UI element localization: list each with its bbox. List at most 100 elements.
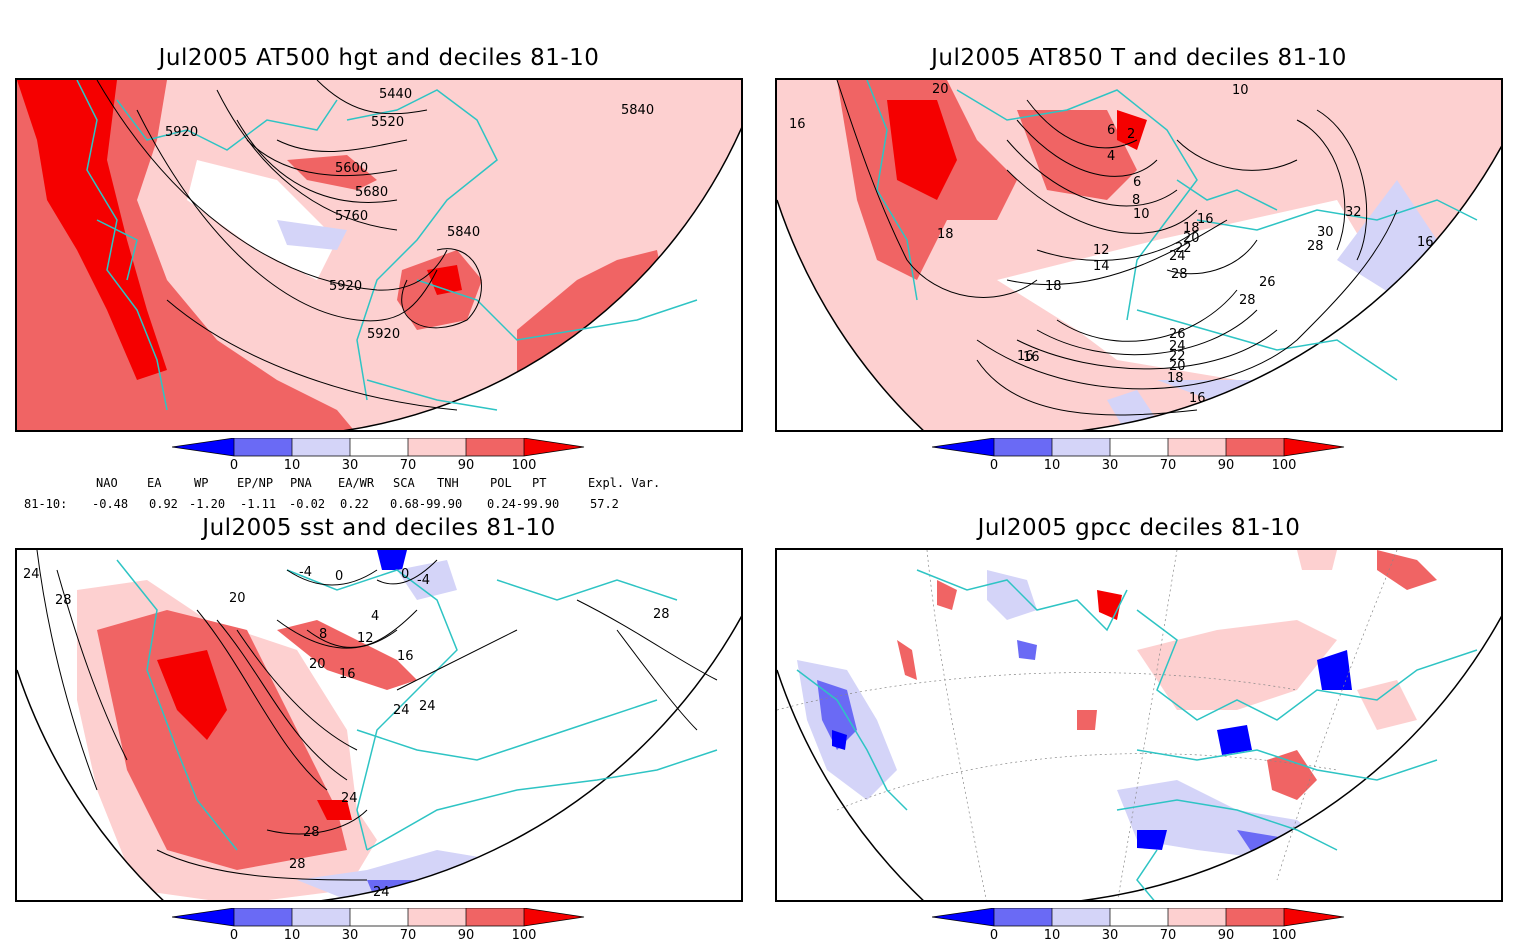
tick-label: 0 [230, 928, 238, 943]
contour-label: 12 [357, 631, 374, 646]
contour-label: 20 [1183, 231, 1200, 246]
contour-label: 20 [229, 591, 246, 606]
coastlines [796, 569, 1478, 900]
contour-label: 28 [1307, 239, 1324, 254]
contour-label: 18 [1183, 221, 1200, 236]
index-header-sca: SCA [393, 476, 415, 490]
tick-label: 30 [1102, 458, 1119, 473]
contour-label: 16 [1417, 235, 1434, 250]
index-row-label: 81-10: [24, 497, 68, 511]
contour-label: 28 [289, 857, 306, 872]
sst-contours [36, 550, 718, 881]
colorbar-sst: 0 10 30 70 90 100 [172, 908, 585, 943]
tick-label: 10 [1044, 928, 1061, 943]
contour-label: 14 [1093, 259, 1110, 274]
index-value-pol-pt: 0.24-99.90 [487, 497, 560, 511]
contour-label: 5760 [335, 209, 368, 224]
contour-label: 5920 [165, 125, 198, 140]
contour-label: 24 [1169, 249, 1186, 264]
contour-label: 4 [1107, 149, 1115, 164]
contour-label: 5920 [367, 327, 400, 342]
tick-label: 100 [1272, 458, 1297, 473]
colorbar-hgt500: 0 10 30 70 90 100 [172, 438, 585, 473]
contour-label: 10 [1133, 207, 1150, 222]
index-header-pna: PNA [290, 476, 312, 490]
contour-label: 32 [1345, 205, 1362, 220]
contour-label: 28 [1171, 267, 1188, 282]
map-hgt500: 5440 5520 5600 5680 5760 5840 5920 5920 … [17, 80, 741, 430]
tick-label: 0 [990, 928, 998, 943]
index-header-pol: POL [490, 476, 512, 490]
contour-label: 18 [1045, 279, 1062, 294]
tick-label: 70 [1160, 928, 1177, 943]
tick-label: 70 [400, 458, 417, 473]
contour-label: 18 [937, 227, 954, 242]
contour-labels: 20 16 18 18 16 16 6 2 4 6 8 10 10 12 14 … [789, 82, 1434, 406]
panel-title-hgt500: Jul2005 AT500 hgt and deciles 81-10 [158, 45, 600, 71]
contour-label: -4 [299, 565, 312, 580]
colorbar-tick-labels: 0 10 30 70 90 100 [990, 458, 1297, 473]
tick-label: 100 [512, 928, 537, 943]
contour-label: 20 [932, 82, 949, 97]
index-header-nao: NAO [96, 476, 118, 490]
index-header-epnp: EP/NP [237, 476, 274, 490]
index-header-pt: PT [532, 476, 547, 490]
index-value-wp: -1.20 [189, 497, 226, 511]
temperature-contours [836, 80, 1398, 416]
height-contours [96, 80, 482, 411]
coastlines [866, 80, 1478, 381]
contour-label: 8 [319, 627, 327, 642]
index-value-ea: 0.92 [149, 497, 178, 511]
contour-label: 0 [335, 569, 343, 584]
contour-label: 2 [1127, 127, 1135, 142]
tick-label: 70 [1160, 458, 1177, 473]
contour-label: 28 [55, 593, 72, 608]
tick-label: 100 [1272, 928, 1297, 943]
contour-label: 5840 [621, 103, 654, 118]
map-t850: 20 16 18 18 16 16 6 2 4 6 8 10 10 12 14 … [777, 80, 1501, 430]
coastlines [116, 559, 718, 851]
index-header-ea: EA [147, 476, 162, 490]
contour-label: 12 [1093, 243, 1110, 258]
map-panel-hgt500: 5440 5520 5600 5680 5760 5840 5920 5920 … [15, 78, 743, 432]
contour-label: 16 [1023, 350, 1040, 365]
tick-label: 90 [458, 928, 475, 943]
contour-label: 16 [1189, 391, 1206, 406]
contour-label: 26 [1169, 327, 1186, 342]
tick-label: 90 [1218, 928, 1235, 943]
tick-label: 30 [342, 458, 359, 473]
contour-label: 24 [341, 791, 358, 806]
graticule [777, 550, 1398, 900]
map-panel-gpcc [775, 548, 1503, 902]
contour-label: 26 [1259, 275, 1276, 290]
contour-label: 5440 [379, 87, 412, 102]
colorbar-t850: 0 10 30 70 90 100 [932, 438, 1345, 473]
tick-label: 0 [230, 458, 238, 473]
contour-label: 22 [1169, 349, 1186, 364]
panel-title-sst: Jul2005 sst and deciles 81-10 [202, 515, 556, 541]
map-panel-sst: 24 28 20 4 8 12 16 16 20 24 24 28 28 24 … [15, 548, 743, 902]
contour-label: 24 [419, 699, 436, 714]
contour-labels: 24 28 20 4 8 12 16 16 20 24 24 28 28 24 … [23, 565, 670, 900]
index-value-sca-tnh: 0.68-99.90 [390, 497, 463, 511]
contour-label: 24 [393, 703, 410, 718]
contour-label: 16 [397, 649, 414, 664]
tick-label: 30 [1102, 928, 1119, 943]
contour-label: 28 [653, 607, 670, 622]
map-gpcc [777, 550, 1501, 900]
contour-label: 24 [1169, 339, 1186, 354]
contour-label: 24 [23, 567, 40, 582]
panel-title-gpcc: Jul2005 gpcc deciles 81-10 [977, 515, 1301, 541]
contour-label: 24 [373, 885, 390, 900]
contour-label: 16 [789, 117, 806, 132]
contour-label: -4 [417, 573, 430, 588]
contour-label: 16 [1197, 212, 1214, 227]
index-value-epnp: -1.11 [240, 497, 277, 511]
index-header-eawr: EA/WR [338, 476, 375, 490]
contour-labels: 5440 5520 5600 5680 5760 5840 5920 5920 … [165, 87, 654, 342]
contour-label: 5920 [329, 279, 362, 294]
colorbar-tick-labels: 0 10 30 70 90 100 [230, 458, 537, 473]
contour-label: 28 [1239, 293, 1256, 308]
contour-label: 16 [339, 667, 356, 682]
coastlines [76, 80, 698, 411]
